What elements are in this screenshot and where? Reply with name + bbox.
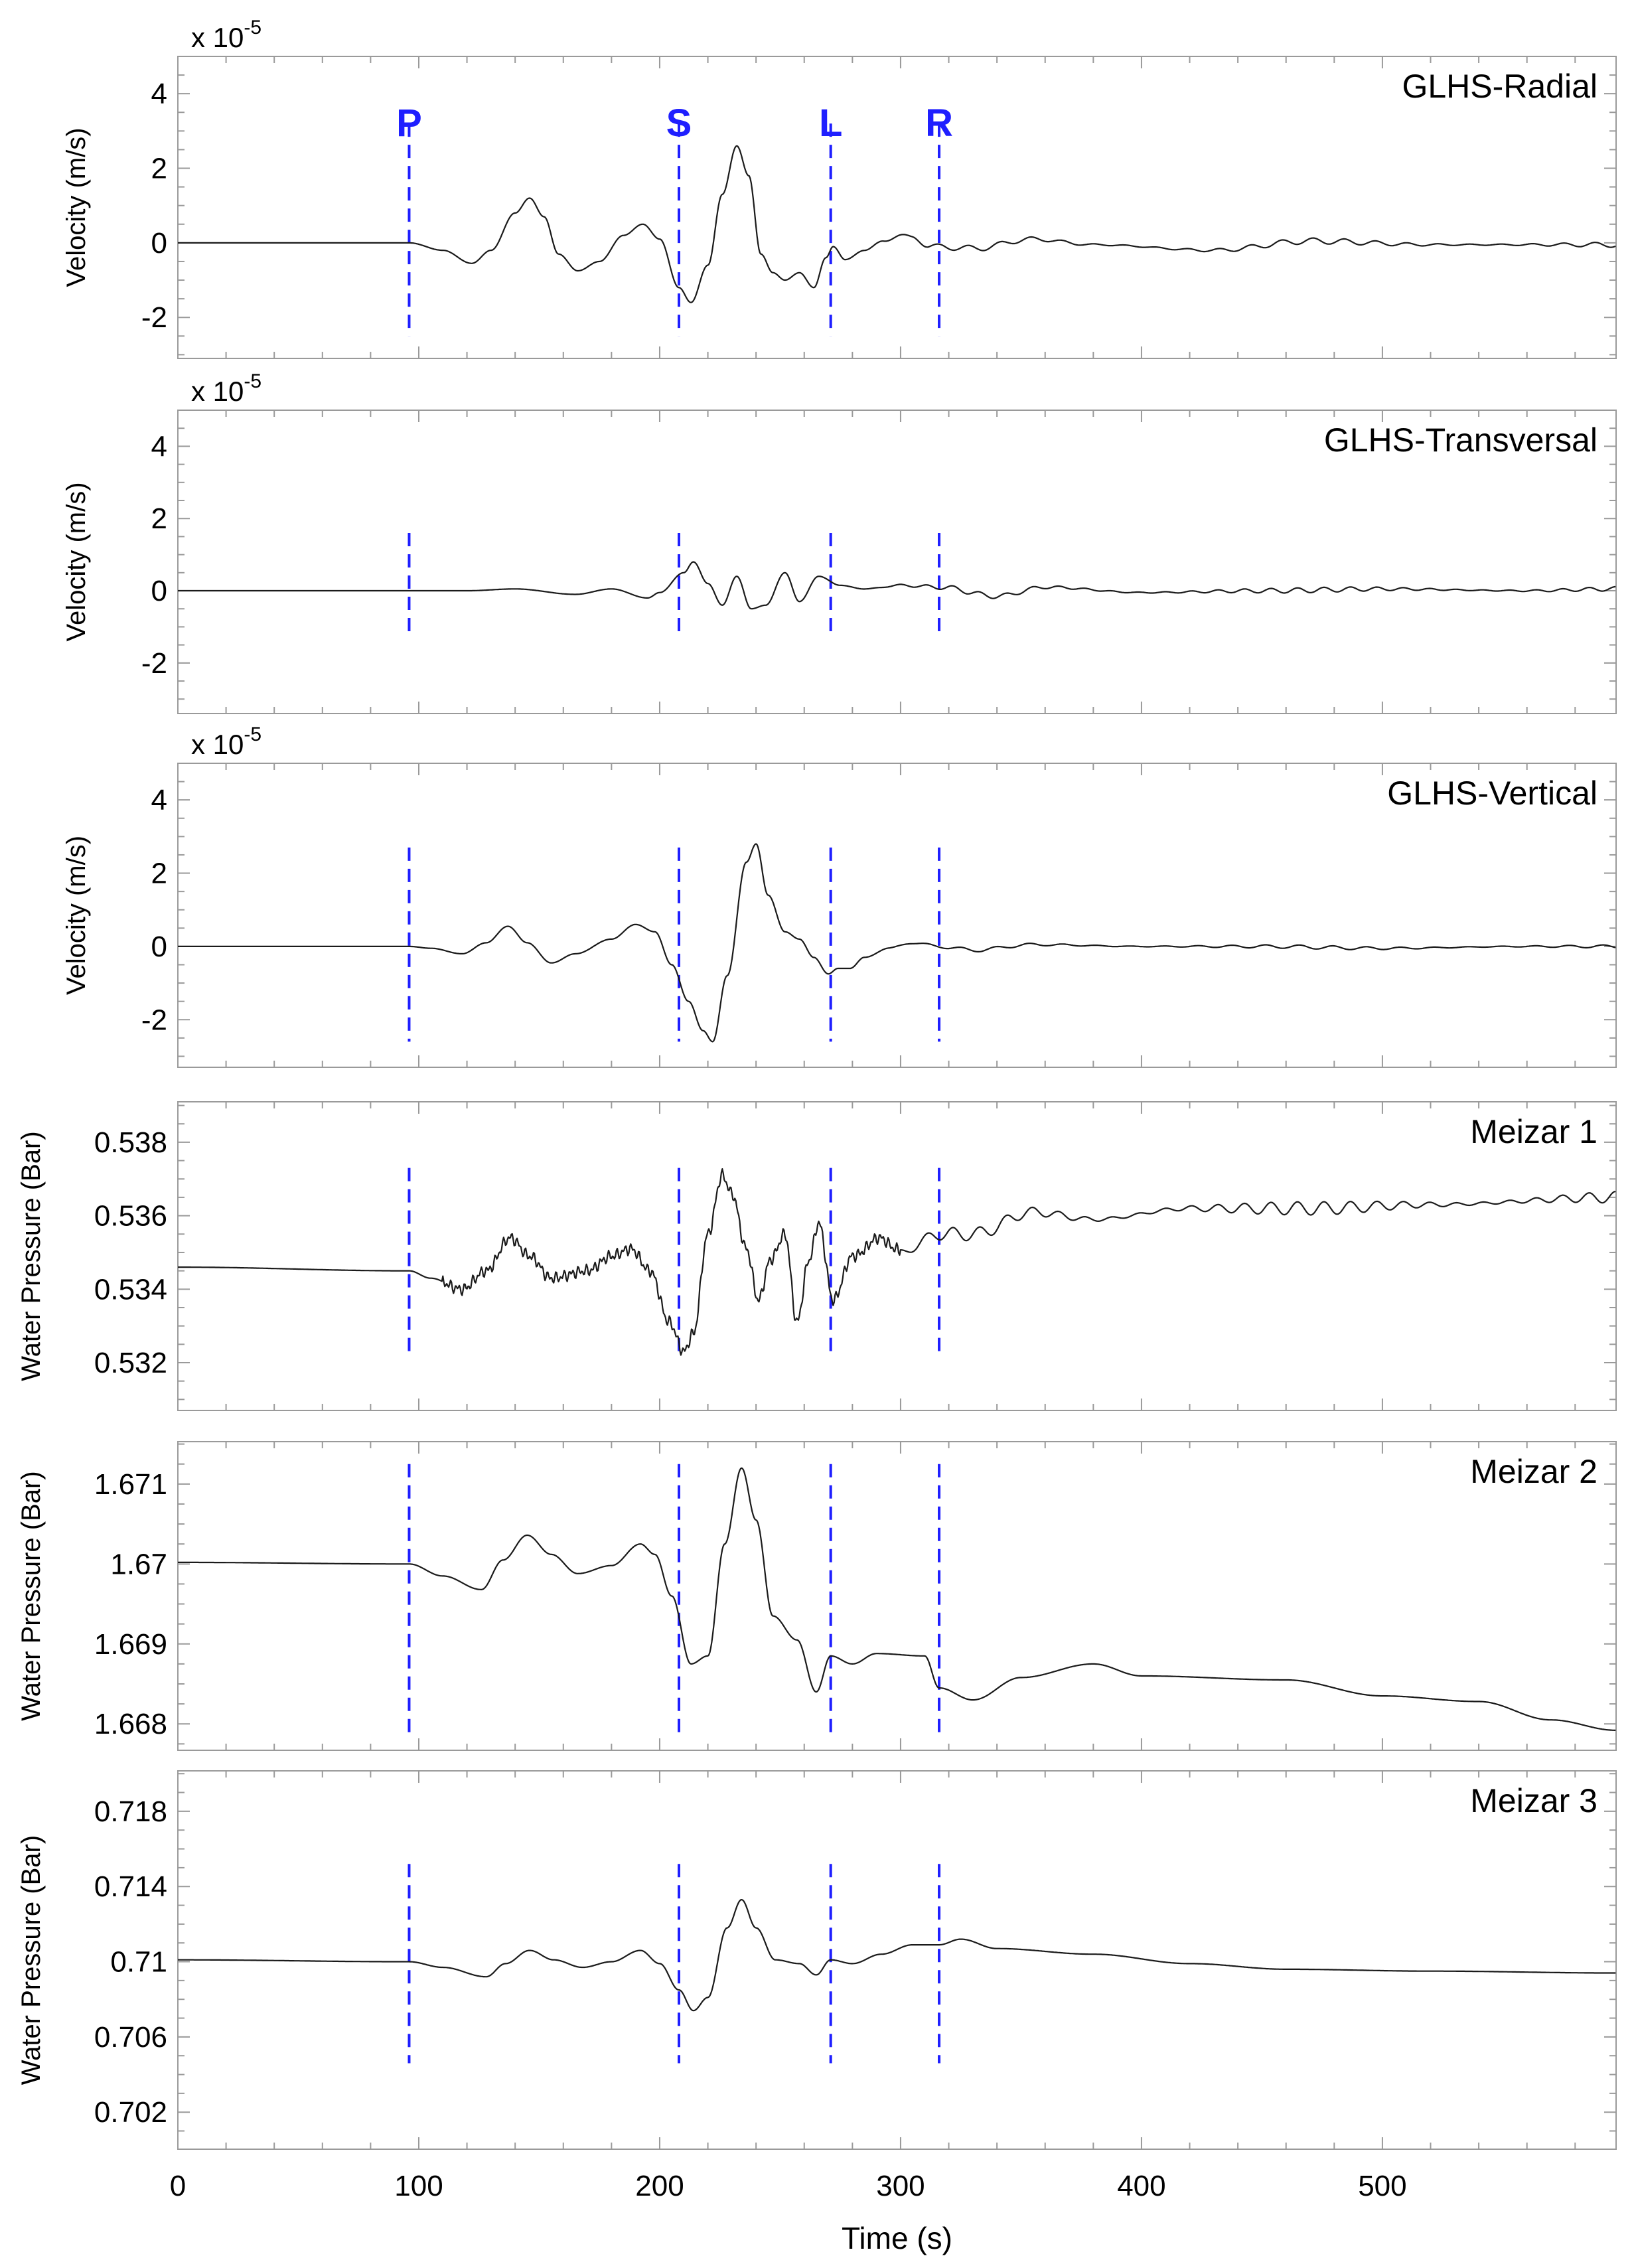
signal-trace bbox=[178, 843, 1616, 1043]
y-axis-label: Velocity (m/s) bbox=[62, 482, 91, 641]
y-tick-label: 4 bbox=[151, 784, 167, 816]
panel-title: Meizar 3 bbox=[1470, 1782, 1597, 1819]
y-tick-label: 1.668 bbox=[94, 1708, 167, 1740]
panel-glhs-radial: -2 0 2 4 Velocity (m/s) x 10-5 GLHS-Radial bbox=[62, 17, 1617, 359]
axes-frame bbox=[177, 1770, 1617, 2150]
y-axis-label: Water Pressure (Bar) bbox=[17, 1835, 46, 2085]
y-tick-label: 2 bbox=[151, 502, 167, 535]
y-tick-label: 0.71 bbox=[110, 1946, 167, 1979]
y-tick-label: 0 bbox=[151, 575, 167, 607]
y-tick-label: 2 bbox=[151, 858, 167, 890]
y-tick-label: -2 bbox=[141, 1004, 167, 1036]
panel-title: GLHS-Vertical bbox=[1387, 775, 1597, 812]
y-axis-label: Water Pressure (Bar) bbox=[17, 1471, 46, 1720]
y-tick-label: -2 bbox=[141, 647, 167, 680]
phase-label-l: L bbox=[819, 102, 842, 145]
panel-title: GLHS-Radial bbox=[1402, 68, 1597, 105]
x-axis-label: Time (s) bbox=[842, 2221, 952, 2255]
axes-frame bbox=[177, 1441, 1617, 1751]
y-exponent-label: x 10-5 bbox=[191, 370, 261, 407]
y-tick-label: 0.538 bbox=[94, 1126, 167, 1159]
y-tick-label: 2 bbox=[151, 153, 167, 185]
x-tick-label: 500 bbox=[1358, 2170, 1406, 2202]
axes-frame bbox=[177, 763, 1617, 1068]
panel-title: GLHS-Transversal bbox=[1324, 421, 1597, 459]
signal-trace bbox=[178, 561, 1616, 610]
y-tick-label: 4 bbox=[151, 430, 167, 463]
x-tick-label: 300 bbox=[876, 2170, 925, 2202]
y-axis-label: Velocity (m/s) bbox=[62, 836, 91, 995]
x-tick-label: 100 bbox=[394, 2170, 443, 2202]
y-tick-label: 1.67 bbox=[110, 1548, 167, 1580]
y-tick-label: 1.671 bbox=[94, 1468, 167, 1501]
y-exponent-power: -5 bbox=[244, 723, 261, 745]
x-tick-label: 400 bbox=[1117, 2170, 1165, 2202]
y-tick-label: 0.702 bbox=[94, 2096, 167, 2129]
phase-label-p: P bbox=[396, 102, 422, 145]
panel-meizar-1: 0.532 0.534 0.536 0.538 Water Pressure (Bar)… bbox=[17, 1101, 1617, 1411]
panel-meizar-2: 1.668 1.669 1.67 1.671 Water Pressure (Bar) M… bbox=[17, 1441, 1617, 1751]
y-exponent-power: -5 bbox=[244, 370, 261, 392]
panel-glhs-vertical: -2 0 2 4 Velocity (m/s) x 10-5 GLHS-Vertical bbox=[62, 723, 1617, 1068]
phase-label-r: R bbox=[925, 102, 953, 145]
panel-title: Meizar 1 bbox=[1470, 1113, 1597, 1150]
x-tick-label: 0 bbox=[170, 2170, 186, 2202]
y-axis-label: Velocity (m/s) bbox=[62, 127, 91, 287]
y-exponent-label: x 10-5 bbox=[191, 17, 261, 53]
axes-frame bbox=[177, 56, 1617, 359]
y-tick-label: 0 bbox=[151, 931, 167, 963]
signal-trace bbox=[178, 145, 1616, 303]
phase-label-s: S bbox=[666, 102, 692, 145]
y-tick-label: -2 bbox=[141, 301, 167, 334]
y-axis-label: Water Pressure (Bar) bbox=[17, 1131, 46, 1381]
axes-frame bbox=[177, 1101, 1617, 1411]
y-tick-label: 0.718 bbox=[94, 1795, 167, 1828]
panel-glhs-transversal: -2 0 2 4 Velocity (m/s) x 10-5 GLHS-Transversa… bbox=[62, 370, 1617, 714]
y-tick-label: 4 bbox=[151, 78, 167, 110]
y-tick-label: 0.534 bbox=[94, 1273, 167, 1306]
y-tick-label: 0.714 bbox=[94, 1870, 167, 1903]
y-tick-label: 0.532 bbox=[94, 1347, 167, 1379]
signal-trace bbox=[178, 1899, 1616, 2012]
x-tick-label: 200 bbox=[635, 2170, 684, 2202]
axes-frame bbox=[177, 410, 1617, 714]
y-exponent-power: -5 bbox=[244, 17, 261, 38]
signal-trace bbox=[178, 1467, 1616, 1731]
y-tick-label: 1.669 bbox=[94, 1628, 167, 1661]
y-tick-label: 0 bbox=[151, 227, 167, 260]
y-tick-label: 0.536 bbox=[94, 1200, 167, 1233]
y-exponent-label: x 10-5 bbox=[191, 723, 261, 760]
y-tick-label: 0.706 bbox=[94, 2021, 167, 2054]
signal-trace bbox=[178, 1168, 1616, 1356]
panel-meizar-3: 0.702 0.706 0.71 0.714 0.718 Water Pressure (… bbox=[17, 1770, 1617, 2150]
panel-title: Meizar 2 bbox=[1470, 1453, 1597, 1490]
